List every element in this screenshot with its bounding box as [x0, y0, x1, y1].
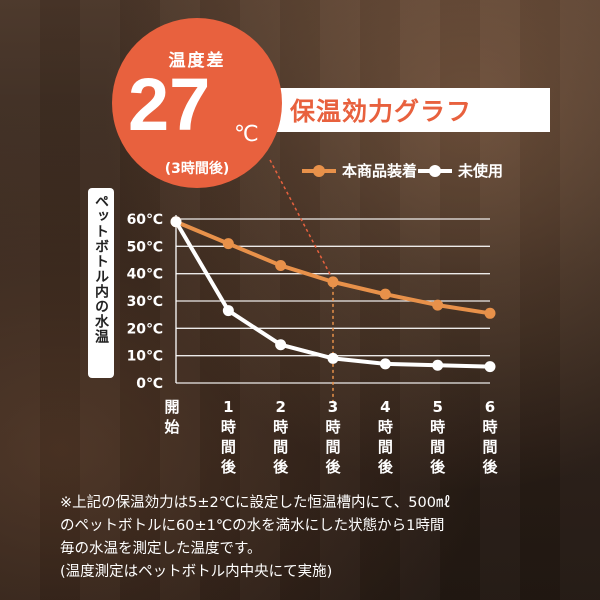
y-tick-label: 10℃	[127, 349, 163, 365]
y-axis-label: ペットボトル内の水温	[93, 194, 109, 344]
temperature-difference-badge: 温度差 27 ℃ (3時間後)	[112, 18, 282, 188]
data-point	[327, 352, 339, 364]
footnote-line: 毎の水温を測定した温度です。	[60, 541, 262, 557]
y-tick-label: 20℃	[127, 321, 163, 337]
footnote-line: ※上記の保温効力は5±2℃に設定した恒温槽内にて、500㎖	[60, 495, 451, 511]
annotation-leader-line	[269, 159, 334, 281]
y-tick-label: 0℃	[136, 376, 163, 392]
diff-value: 27	[128, 63, 211, 146]
x-tick-label: 1 時間後	[220, 398, 237, 476]
x-tick-label: 5 時間後	[429, 398, 446, 476]
data-point	[379, 288, 391, 300]
data-point	[222, 238, 234, 250]
footnote: ※上記の保温効力は5±2℃に設定した恒温槽内にて、500㎖ のペットボトルに60…	[60, 492, 580, 584]
data-point	[432, 359, 444, 371]
data-point	[222, 305, 234, 317]
diff-label: 温度差	[168, 51, 226, 71]
x-tick-label: 3 時間後	[324, 398, 341, 476]
footnote-line: (温度測定はペットボトル内中央にて実施)	[60, 564, 333, 580]
y-tick-label: 30℃	[127, 294, 163, 310]
footnote-line: のペットボトルに60±1℃の水を満水にした状態から1時間	[60, 518, 445, 534]
x-tick-label: 2 時間後	[272, 398, 289, 476]
data-point	[484, 307, 496, 319]
x-tick-label: 4 時間後	[377, 398, 394, 476]
legend-label-with-product: 本商品装着	[342, 162, 418, 180]
y-tick-label: 60℃	[127, 212, 163, 228]
x-tick-label: 開始	[164, 398, 179, 436]
data-point	[327, 276, 339, 288]
y-axis-label-box: ペットボトル内の水温	[88, 188, 114, 378]
y-tick-label: 50℃	[127, 239, 163, 255]
data-point	[170, 216, 182, 228]
data-point	[432, 299, 444, 311]
legend-label-unused: 未使用	[458, 162, 504, 180]
graph-title: 保温効力グラフ	[290, 97, 473, 126]
data-point	[379, 358, 391, 370]
data-point	[275, 259, 287, 271]
legend-item-unused: 未使用	[418, 160, 503, 181]
legend-swatch-white	[418, 164, 452, 177]
diff-unit: ℃	[234, 122, 259, 147]
diff-note: (3時間後)	[164, 161, 230, 177]
y-tick-label: 40℃	[127, 267, 163, 283]
legend-item-with-product: 本商品装着	[302, 160, 417, 181]
legend-swatch-orange	[302, 164, 336, 177]
x-tick-label: 6 時間後	[481, 398, 498, 476]
data-point	[275, 339, 287, 351]
data-point	[484, 361, 496, 373]
